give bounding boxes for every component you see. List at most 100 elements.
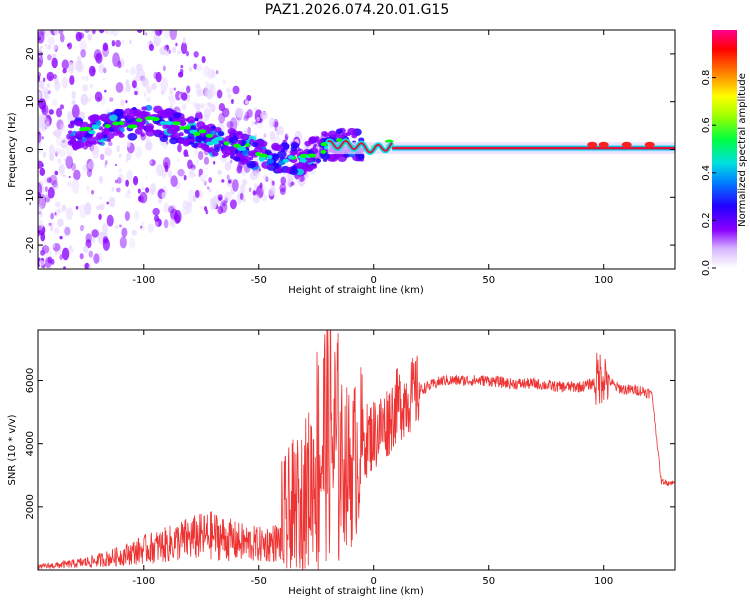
spectrogram-core-blob	[106, 132, 115, 140]
spectrogram-scatter-blob	[146, 96, 151, 102]
spectrogram-core-blob	[141, 111, 147, 116]
spectrogram-peak-blob	[164, 121, 174, 126]
spectrogram-scatter-blob	[87, 33, 92, 41]
spectrogram-scatter-blob	[49, 76, 52, 80]
spectrogram-scatter-blob	[317, 146, 320, 150]
spectrogram-x-tick-label: -100	[132, 275, 155, 286]
spectrogram-scatter-blob	[42, 11, 46, 19]
spectrogram-core-blob	[327, 130, 338, 138]
spectrogram-scatter-blob	[168, 49, 171, 54]
spectrogram-scatter-blob	[102, 77, 105, 81]
spectrogram-scatter-blob	[38, 260, 45, 267]
spectrogram-scatter-blob	[180, 64, 184, 69]
spectrogram-scatter-blob	[49, 174, 58, 186]
spectrogram-peak-blob	[266, 155, 273, 160]
spectrogram-scatter-blob	[39, 54, 44, 61]
spectrogram-scatter-blob	[215, 70, 219, 75]
spectrogram-scatter-blob	[159, 30, 162, 35]
snr-y-tick-label: 2000	[25, 494, 36, 519]
spectrogram-peak-blob	[300, 158, 307, 163]
spectrogram-scatter-blob	[41, 123, 47, 132]
spectrogram-scatter-blob	[221, 179, 225, 183]
spectrogram-ridge-spot	[598, 141, 609, 148]
spectrogram-scatter-blob	[59, 104, 65, 110]
spectrogram-scatter-blob	[263, 133, 267, 138]
spectrogram-scatter-blob	[262, 174, 269, 182]
spectrogram-scatter-blob	[95, 14, 99, 21]
spectrogram-core-blob	[112, 125, 119, 131]
spectrogram-scatter-blob	[258, 168, 261, 172]
spectrogram-content	[37, 0, 675, 311]
spectrogram-scatter-blob	[244, 99, 249, 105]
spectrogram-core-blob	[340, 133, 345, 138]
spectrogram-scatter-blob	[125, 69, 129, 73]
spectrogram-scatter-blob	[77, 0, 83, 3]
spectrogram-scatter-blob	[40, 10, 48, 19]
spectrogram-scatter-blob	[182, 205, 189, 216]
spectrogram-scatter-blob	[56, 273, 60, 282]
spectrogram-scatter-blob	[222, 202, 226, 207]
spectrogram-scatter-blob	[107, 141, 113, 147]
spectrogram-core-blob	[298, 162, 304, 167]
spectrogram-peak-blob	[237, 146, 247, 151]
spectrogram-y-tick-label: -20	[25, 237, 36, 253]
spectrogram-x-tick-label: 100	[594, 275, 613, 286]
spectrogram-peak-blob	[151, 117, 160, 122]
snr-x-tick-label: 0	[371, 576, 377, 587]
spectrogram-scatter-blob	[40, 249, 46, 256]
spectrogram-scatter-blob	[225, 87, 232, 94]
spectrogram-scatter-blob	[230, 98, 234, 105]
spectrogram-core-blob	[173, 112, 182, 119]
spectrogram-core-blob	[109, 114, 118, 122]
spectrogram-scatter-blob	[84, 202, 92, 216]
spectrogram-scatter-blob	[193, 101, 197, 108]
spectrogram-scatter-blob	[38, 196, 42, 206]
spectrogram-core-blob	[67, 123, 75, 129]
spectrogram-scatter-blob	[57, 208, 62, 214]
snr-x-label: Height of straight line (km)	[288, 586, 424, 597]
spectrogram-scatter-blob	[37, 292, 42, 301]
spectrogram-scatter-blob	[54, 201, 61, 208]
spectrogram-scatter-blob	[210, 103, 216, 113]
spectrogram-scatter-blob	[256, 116, 260, 122]
spectrogram-scatter-blob	[102, 236, 109, 244]
colorbar-ticks: 0.0 0.2 0.4 0.6 0.8	[701, 70, 716, 276]
spectrogram-scatter-blob	[97, 13, 104, 25]
spectrogram-scatter-blob	[43, 241, 46, 247]
spectrogram-scatter-blob	[38, 147, 43, 153]
spectrogram-core-blob	[134, 128, 143, 135]
spectrogram-y-ticks: -20 -10 0 10 20	[25, 48, 675, 253]
spectrogram-scatter-blob	[56, 268, 58, 269]
spectrogram-scatter-blob	[54, 170, 59, 176]
spectrogram-x-tick-label: 0	[371, 275, 377, 286]
spectrogram-core-blob	[289, 168, 299, 176]
spectrogram-scatter-blob	[76, 0, 81, 1]
spectrogram-scatter-blob	[117, 173, 124, 184]
spectrogram-scatter-blob	[40, 305, 43, 310]
spectrogram-scatter-blob	[260, 111, 268, 120]
spectrogram-scatter-blob	[53, 30, 59, 36]
snr-y-ticks: 2000 4000 6000	[25, 368, 675, 520]
spectrogram-scatter-blob	[109, 97, 114, 102]
spectrogram-ridge-wiggle	[327, 140, 393, 154]
spectrogram-scatter-blob	[182, 103, 187, 111]
spectrogram-core-blob	[267, 158, 274, 164]
spectrogram-scatter-blob	[65, 155, 74, 169]
spectrogram-scatter-blob	[121, 39, 125, 44]
spectrogram-scatter-blob	[130, 21, 132, 25]
spectrogram-scatter-blob	[182, 200, 188, 209]
spectrogram-scatter-blob	[44, 246, 52, 259]
spectrogram-scatter-blob	[169, 87, 174, 96]
spectrogram-scatter-blob	[203, 107, 211, 119]
spectrogram-scatter-blob	[207, 68, 215, 80]
spectrogram-scatter-blob	[193, 63, 198, 70]
colorbar-tick-label: 0.8	[701, 70, 712, 86]
spectrogram-scatter-blob	[217, 169, 222, 176]
spectrogram-scatter-blob	[37, 306, 42, 311]
spectrogram-scatter-blob	[119, 224, 122, 228]
spectrogram-core-blob	[321, 130, 328, 137]
spectrogram-scatter-blob	[169, 30, 178, 41]
spectrogram-scatter-blob	[99, 8, 102, 11]
spectrogram-scatter-blob	[62, 16, 66, 22]
spectrogram-scatter-blob	[82, 24, 85, 29]
